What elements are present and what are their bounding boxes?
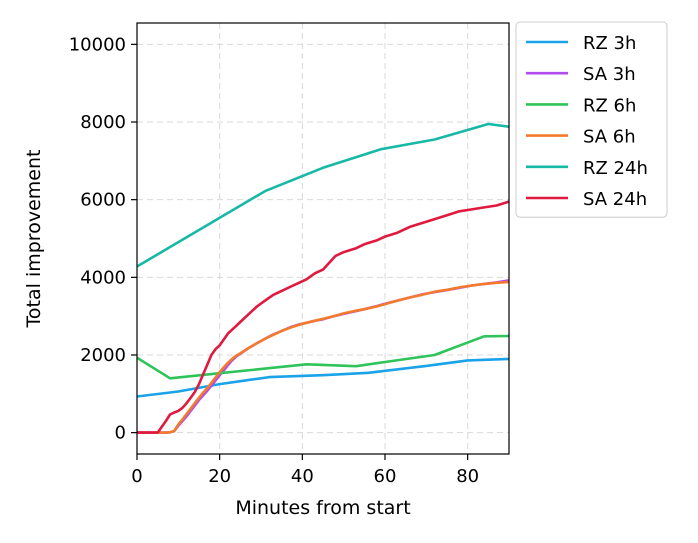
series-lines: [137, 122, 509, 434]
axes-frame: [136, 22, 510, 455]
x-tick-label: 60: [374, 466, 397, 487]
series-line-sa-6h: [137, 280, 509, 434]
x-tick-label: 0: [131, 466, 142, 487]
axis-ticks: 0 20 40 60 80 0 2000 4000 6000 8000 10000: [69, 34, 479, 487]
series-line-rz-3h: [137, 357, 509, 398]
y-tick-label: 8000: [80, 112, 126, 133]
series-line-rz-24h: [137, 122, 509, 268]
legend-label: RZ 24h: [583, 158, 648, 179]
legend-label: SA 3h: [583, 64, 636, 85]
y-tick-label: 0: [115, 423, 126, 444]
y-axis-label: Total improvement: [23, 150, 45, 329]
series-line-sa-24h: [137, 200, 509, 434]
legend: RZ 3h SA 3h RZ 6h SA 6h RZ 24h SA 24h: [515, 21, 668, 218]
x-tick-label: 80: [456, 466, 479, 487]
y-tick-label: 4000: [80, 267, 126, 288]
legend-label: SA 6h: [583, 127, 636, 148]
legend-label: SA 24h: [583, 189, 647, 210]
y-tick-label: 2000: [80, 345, 126, 366]
x-tick-label: 40: [291, 466, 314, 487]
x-tick-label: 20: [208, 466, 231, 487]
legend-box: [515, 21, 668, 218]
legend-label: RZ 3h: [583, 33, 636, 54]
plot-area: [137, 122, 509, 434]
y-tick-label: 10000: [69, 34, 126, 55]
series-line-rz-6h: [137, 334, 509, 380]
y-tick-label: 6000: [80, 190, 126, 211]
legend-label: RZ 6h: [583, 95, 636, 116]
x-axis-label: Minutes from start: [235, 497, 410, 519]
